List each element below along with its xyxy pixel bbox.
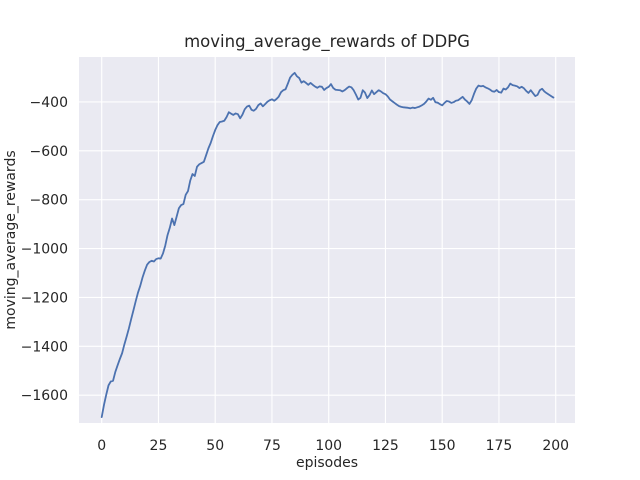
y-tick-label: −400 [30,95,68,111]
y-tick-label: −800 [30,193,68,209]
y-tick-label: −1200 [21,290,68,306]
x-axis-label: episodes [296,455,358,471]
x-tick-label: 25 [150,438,168,454]
y-tick-labels: −400 −600 −800 −1000 −1200 −1400 −1600 [21,95,68,404]
x-tick-label: 125 [372,438,399,454]
y-tick-label: −1400 [21,339,68,355]
x-tick-label: 100 [315,438,342,454]
x-tick-label: 75 [263,438,281,454]
plot-background [79,57,575,423]
x-tick-labels: 0 25 50 75 100 125 150 175 200 [97,438,569,454]
y-tick-label: −1600 [21,388,68,404]
gridlines [79,57,575,423]
y-tick-label: −1000 [21,242,68,258]
y-axis-label: moving_average_rewards [3,150,19,329]
series-line-ddpg [100,71,555,419]
x-tick-label: 0 [97,438,106,454]
x-tick-label: 50 [206,438,224,454]
x-tick-label: 200 [542,438,569,454]
chart-title: moving_average_rewards of DDPG [184,32,470,52]
x-tick-label: 150 [429,438,456,454]
y-tick-label: −600 [30,144,68,160]
x-tick-label: 175 [486,438,513,454]
